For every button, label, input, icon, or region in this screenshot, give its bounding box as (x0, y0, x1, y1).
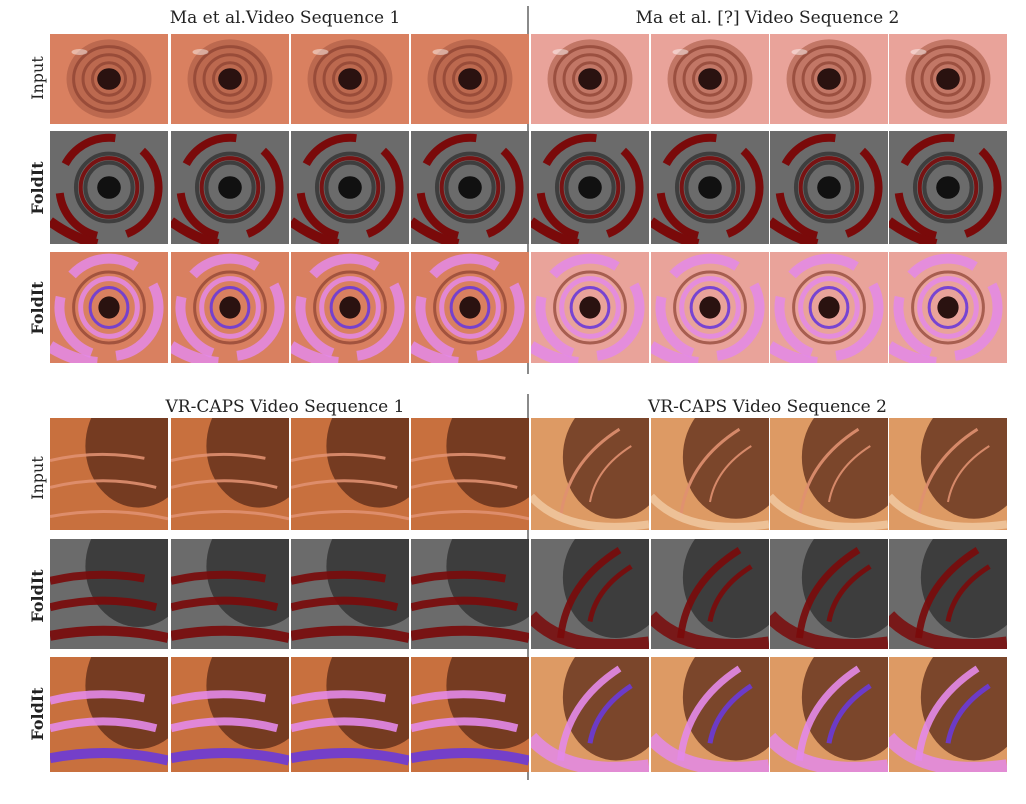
frame-g1-r3-seq1-f4 (411, 252, 529, 363)
frame-g2-r2-seq2-f2 (651, 539, 769, 649)
frame-g1-r1-seq1-f1 (50, 34, 168, 124)
group2-title-seq2: VR-CAPS Video Sequence 2 (648, 397, 887, 417)
group2-row-label-foldit-1: FoldIt (28, 569, 47, 623)
group2-row-label-input: Input (28, 456, 47, 500)
frame-g2-r1-seq1-f2 (171, 418, 289, 530)
frame-g2-r3-seq2-f4 (889, 657, 1007, 772)
frame-g1-r1-seq1-f4 (411, 34, 529, 124)
frame-g2-r2-seq2-f1 (531, 539, 649, 649)
frame-g1-r2-seq2-f2 (651, 131, 769, 244)
frame-g2-r3-seq1-f2 (171, 657, 289, 772)
frame-g1-r3-seq2-f1 (531, 252, 649, 363)
group1-title-seq2: Ma et al. [?] Video Sequence 2 (635, 8, 900, 28)
frame-g2-r1-seq2-f2 (651, 418, 769, 530)
frame-g1-r3-seq1-f2 (171, 252, 289, 363)
frame-g1-r3-seq2-f3 (770, 252, 888, 363)
frame-g1-r3-seq2-f4 (889, 252, 1007, 363)
frame-g2-r3-seq1-f3 (291, 657, 409, 772)
frame-g2-r1-seq2-f3 (770, 418, 888, 530)
frame-g1-r1-seq2-f3 (770, 34, 888, 124)
frame-g2-r3-seq1-f1 (50, 657, 168, 772)
frame-g1-r2-seq2-f3 (770, 131, 888, 244)
frame-g2-r2-seq1-f2 (171, 539, 289, 649)
frame-g2-r1-seq2-f1 (531, 418, 649, 530)
frame-g2-r3-seq2-f1 (531, 657, 649, 772)
group2-title-seq1: VR-CAPS Video Sequence 1 (165, 397, 405, 417)
frame-g1-r2-seq1-f2 (171, 131, 289, 244)
frame-g2-r1-seq1-f4 (411, 418, 529, 530)
frame-g2-r2-seq2-f4 (889, 539, 1007, 649)
frame-g1-r3-seq1-f1 (50, 252, 168, 363)
group1-row-label-foldit-1: FoldIt (28, 161, 47, 215)
frame-g1-r1-seq2-f4 (889, 34, 1007, 124)
frame-g2-r2-seq1-f3 (291, 539, 409, 649)
frame-g1-r1-seq1-f3 (291, 34, 409, 124)
frame-g2-r1-seq2-f4 (889, 418, 1007, 530)
frame-g2-r2-seq2-f3 (770, 539, 888, 649)
frame-g2-r3-seq1-f4 (411, 657, 529, 772)
frame-g1-r1-seq2-f1 (531, 34, 649, 124)
frame-g1-r3-seq1-f3 (291, 252, 409, 363)
frame-g2-r2-seq1-f1 (50, 539, 168, 649)
frame-g1-r2-seq2-f4 (889, 131, 1007, 244)
group1-row-label-input: Input (28, 56, 47, 100)
frame-g1-r2-seq2-f1 (531, 131, 649, 244)
group2-row-label-foldit-2: FoldIt (28, 687, 47, 741)
frame-g2-r2-seq1-f4 (411, 539, 529, 649)
frame-g1-r2-seq1-f3 (291, 131, 409, 244)
frame-g1-r1-seq1-f2 (171, 34, 289, 124)
frame-g2-r1-seq1-f3 (291, 418, 409, 530)
frame-g2-r1-seq1-f1 (50, 418, 168, 530)
frame-g2-r3-seq2-f3 (770, 657, 888, 772)
group1-row-label-foldit-2: FoldIt (28, 281, 47, 335)
frame-g1-r1-seq2-f2 (651, 34, 769, 124)
frame-g2-r3-seq2-f2 (651, 657, 769, 772)
frame-g1-r2-seq1-f1 (50, 131, 168, 244)
group1-title-seq1: Ma et al.Video Sequence 1 (169, 8, 401, 28)
frame-g1-r2-seq1-f4 (411, 131, 529, 244)
frame-g1-r3-seq2-f2 (651, 252, 769, 363)
